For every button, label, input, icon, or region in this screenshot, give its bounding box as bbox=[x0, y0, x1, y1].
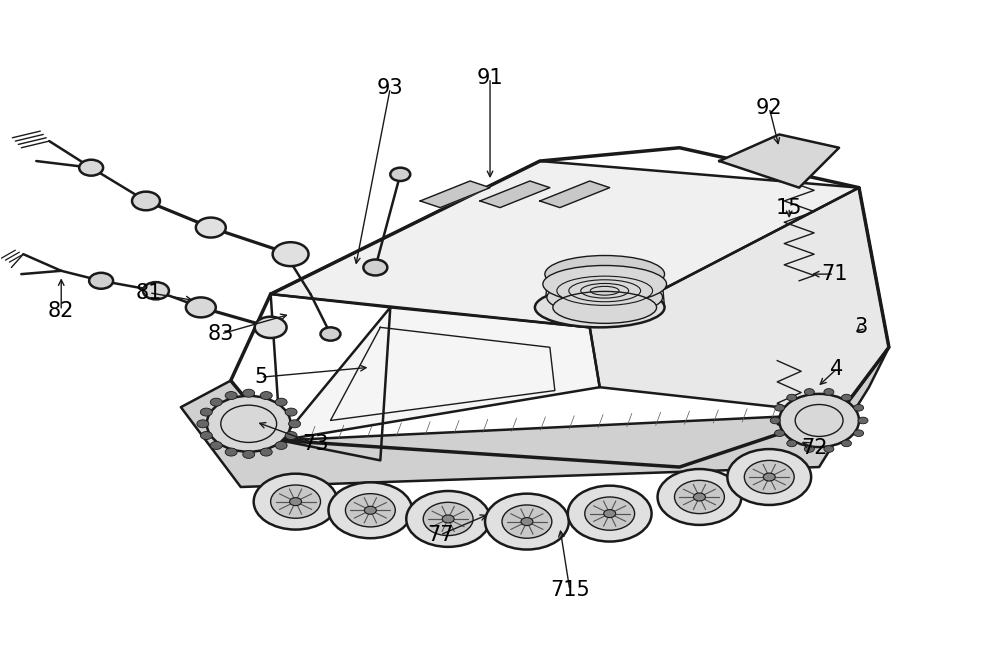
Text: 82: 82 bbox=[48, 301, 74, 321]
Ellipse shape bbox=[255, 317, 287, 338]
Ellipse shape bbox=[210, 442, 222, 450]
Ellipse shape bbox=[553, 291, 657, 323]
Ellipse shape bbox=[225, 448, 237, 456]
Ellipse shape bbox=[763, 473, 775, 481]
Ellipse shape bbox=[775, 430, 785, 436]
Ellipse shape bbox=[275, 398, 287, 406]
Text: 4: 4 bbox=[830, 359, 844, 379]
Ellipse shape bbox=[787, 394, 797, 401]
Ellipse shape bbox=[197, 420, 209, 428]
Polygon shape bbox=[281, 307, 600, 440]
Text: 92: 92 bbox=[756, 98, 783, 118]
Ellipse shape bbox=[841, 440, 851, 447]
Ellipse shape bbox=[207, 396, 291, 452]
Ellipse shape bbox=[675, 480, 724, 514]
Ellipse shape bbox=[423, 502, 473, 536]
Ellipse shape bbox=[89, 273, 113, 289]
Text: 91: 91 bbox=[477, 68, 503, 88]
Ellipse shape bbox=[568, 486, 652, 542]
Polygon shape bbox=[420, 181, 490, 208]
Polygon shape bbox=[719, 134, 839, 188]
Ellipse shape bbox=[604, 510, 616, 518]
Ellipse shape bbox=[787, 440, 797, 447]
Ellipse shape bbox=[854, 404, 864, 411]
Ellipse shape bbox=[345, 494, 395, 527]
Ellipse shape bbox=[210, 398, 222, 406]
Ellipse shape bbox=[285, 432, 297, 440]
Ellipse shape bbox=[804, 446, 814, 452]
Polygon shape bbox=[540, 181, 610, 208]
Polygon shape bbox=[181, 347, 889, 487]
Ellipse shape bbox=[658, 469, 741, 525]
Ellipse shape bbox=[521, 518, 533, 526]
Ellipse shape bbox=[364, 506, 376, 514]
Text: 15: 15 bbox=[776, 198, 802, 218]
Text: 715: 715 bbox=[550, 580, 590, 600]
Ellipse shape bbox=[132, 192, 160, 210]
Ellipse shape bbox=[260, 448, 272, 456]
Ellipse shape bbox=[143, 282, 169, 299]
Text: 3: 3 bbox=[854, 317, 868, 337]
Polygon shape bbox=[271, 161, 859, 327]
Text: 72: 72 bbox=[801, 438, 827, 458]
Text: 77: 77 bbox=[427, 525, 453, 545]
Ellipse shape bbox=[545, 255, 665, 293]
Ellipse shape bbox=[770, 417, 780, 424]
Ellipse shape bbox=[442, 515, 454, 523]
Ellipse shape bbox=[854, 430, 864, 436]
Ellipse shape bbox=[824, 389, 834, 395]
Text: 73: 73 bbox=[302, 434, 329, 454]
Ellipse shape bbox=[254, 474, 337, 530]
Ellipse shape bbox=[693, 493, 705, 501]
Ellipse shape bbox=[744, 460, 794, 494]
Text: 81: 81 bbox=[136, 283, 162, 303]
Ellipse shape bbox=[273, 242, 309, 266]
Ellipse shape bbox=[200, 408, 212, 416]
Ellipse shape bbox=[543, 265, 667, 303]
Ellipse shape bbox=[585, 497, 635, 530]
Ellipse shape bbox=[79, 160, 103, 176]
Ellipse shape bbox=[275, 442, 287, 450]
Ellipse shape bbox=[775, 404, 785, 411]
Ellipse shape bbox=[485, 494, 569, 550]
Ellipse shape bbox=[363, 259, 387, 275]
Ellipse shape bbox=[804, 389, 814, 395]
Ellipse shape bbox=[824, 446, 834, 452]
Ellipse shape bbox=[243, 450, 255, 458]
Ellipse shape bbox=[535, 287, 665, 327]
Ellipse shape bbox=[328, 482, 412, 538]
Text: 83: 83 bbox=[208, 324, 234, 344]
Ellipse shape bbox=[271, 485, 320, 518]
Polygon shape bbox=[590, 188, 889, 414]
Ellipse shape bbox=[225, 391, 237, 399]
Ellipse shape bbox=[502, 505, 552, 538]
Ellipse shape bbox=[196, 218, 226, 238]
Ellipse shape bbox=[547, 280, 663, 315]
Ellipse shape bbox=[320, 327, 340, 341]
Ellipse shape bbox=[727, 449, 811, 505]
Ellipse shape bbox=[200, 432, 212, 440]
Text: 93: 93 bbox=[377, 78, 404, 98]
Ellipse shape bbox=[285, 408, 297, 416]
Ellipse shape bbox=[290, 498, 302, 506]
Ellipse shape bbox=[243, 389, 255, 397]
Text: 5: 5 bbox=[254, 367, 267, 387]
Ellipse shape bbox=[274, 246, 298, 262]
Ellipse shape bbox=[289, 420, 301, 428]
Ellipse shape bbox=[260, 391, 272, 399]
Ellipse shape bbox=[779, 394, 859, 447]
Ellipse shape bbox=[858, 417, 868, 424]
Ellipse shape bbox=[390, 168, 410, 181]
Ellipse shape bbox=[841, 394, 851, 401]
Polygon shape bbox=[480, 181, 550, 208]
Text: 71: 71 bbox=[821, 264, 847, 284]
Ellipse shape bbox=[406, 491, 490, 547]
Ellipse shape bbox=[186, 297, 216, 317]
